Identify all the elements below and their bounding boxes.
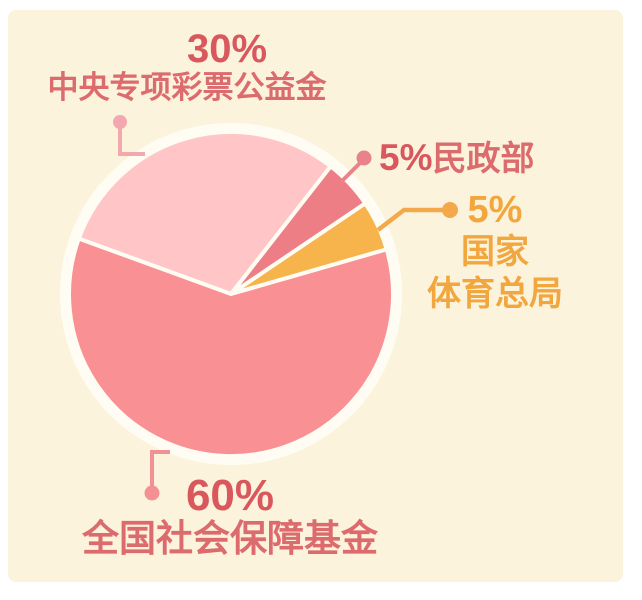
label-social-name: 全国社会保障基金 <box>82 518 378 559</box>
pie-slice <box>76 130 333 296</box>
label-social-percent: 60% <box>185 471 275 520</box>
label-civil: 5%民政部 <box>379 139 534 176</box>
label-sport-percent: 5% <box>467 189 523 231</box>
label-sport-name-line2: 体育总局 <box>427 275 563 313</box>
leader-social <box>144 450 170 501</box>
label-sport: 5% 国家 体育总局 <box>415 189 575 315</box>
label-lottery-name: 中央专项彩票公益金 <box>47 70 327 105</box>
pie-wedges <box>67 130 395 458</box>
label-civil-name: 民政部 <box>432 140 535 178</box>
leader-sport <box>376 202 458 232</box>
label-sport-name-line1: 国家 <box>461 233 529 271</box>
label-civil-percent: 5% <box>379 137 433 178</box>
leader-lottery <box>113 115 145 156</box>
label-lottery-percent: 30% <box>186 27 268 71</box>
leader-civil <box>339 150 372 184</box>
pie-slice <box>67 236 395 458</box>
